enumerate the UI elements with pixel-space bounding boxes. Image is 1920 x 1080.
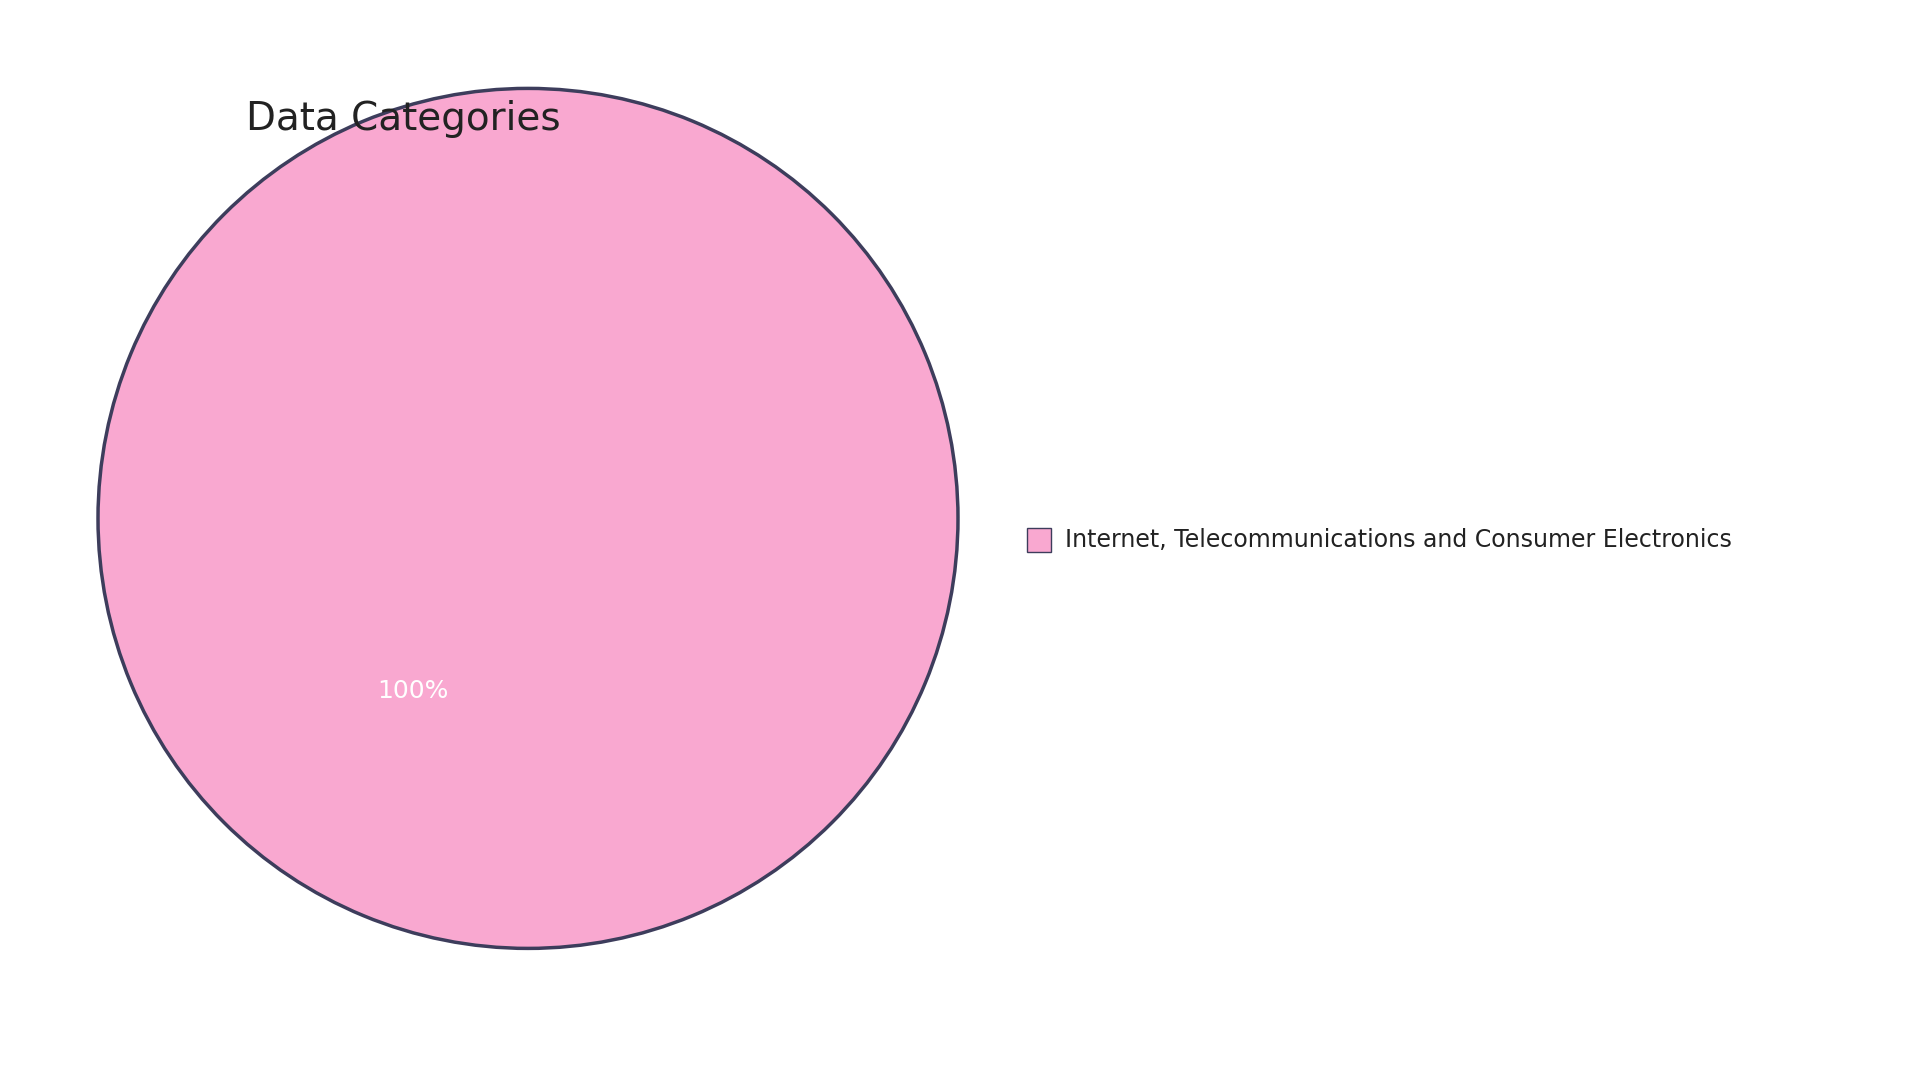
FancyBboxPatch shape xyxy=(1027,528,1050,552)
Text: 100%: 100% xyxy=(376,679,449,703)
Wedge shape xyxy=(98,89,958,948)
Text: Internet, Telecommunications and Consumer Electronics: Internet, Telecommunications and Consume… xyxy=(1066,528,1732,552)
Text: Data Categories: Data Categories xyxy=(246,99,561,138)
